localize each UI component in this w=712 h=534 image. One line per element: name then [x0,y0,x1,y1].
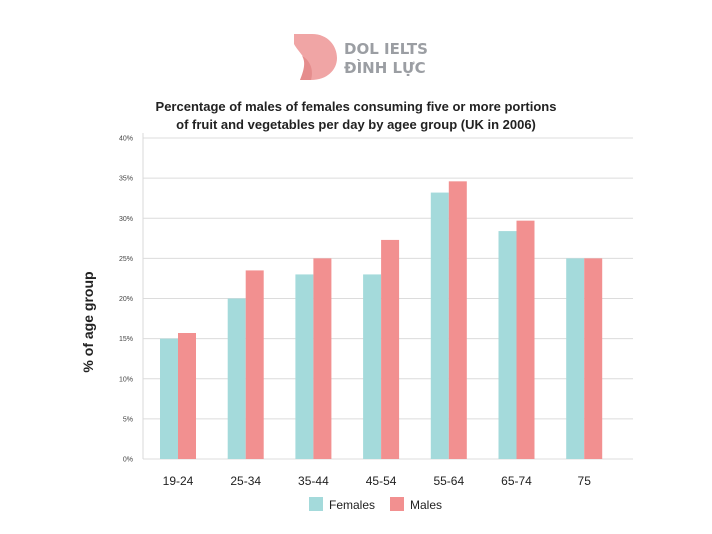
y-tick-label: 0% [123,457,133,464]
legend-label-females: Females [329,498,375,512]
x-axis-categories: 19-24 25-34 35-44 45-54 55-64 65-74 75 [163,474,592,488]
bar-females-75 [566,258,585,459]
legend-swatch-females [309,497,323,511]
x-category-label: 55-64 [433,474,464,488]
bar-females-65-74 [498,231,517,459]
bar-males-35-44 [313,258,332,459]
legend: Females Males [309,497,442,512]
brand-line2: ĐÌNH LỰC [344,58,426,77]
bar-females-45-54 [363,274,382,459]
bar-males-45-54 [381,239,400,459]
bar-females-25-34 [227,298,246,459]
bars [160,181,603,459]
bar-males-75 [584,258,603,459]
bar-females-55-64 [430,192,449,459]
x-category-label: 25-34 [230,474,261,488]
x-category-label: 65-74 [501,474,532,488]
y-tick-label: 25% [119,256,133,263]
y-tick-label: 35% [119,176,133,183]
y-tick-label: 15% [119,336,133,343]
chart-title-line2: of fruit and vegetables per day by agee … [176,117,536,132]
y-axis-ticks: 0% 5% 10% 15% 20% 25% 30% 35% 40% [119,136,133,464]
legend-swatch-males [390,497,404,511]
y-tick-label: 20% [119,296,133,303]
y-tick-label: 30% [119,216,133,223]
bar-females-35-44 [295,274,314,459]
bar-females-19-24 [160,338,178,459]
x-category-label: 75 [578,474,592,488]
y-axis-label: % of age group [80,271,96,372]
y-tick-label: 40% [119,136,133,143]
y-tick-label: 10% [119,376,133,383]
y-tick-label: 5% [123,416,133,423]
bar-males-25-34 [245,270,264,459]
brand-line1: DOL IELTS [344,40,428,58]
x-category-label: 19-24 [163,474,194,488]
bar-males-19-24 [178,333,196,459]
bar-males-65-74 [516,220,535,459]
x-category-label: 35-44 [298,474,329,488]
bar-males-55-64 [448,181,467,459]
chart-title-line1: Percentage of males of females consuming… [156,99,557,114]
x-category-label: 45-54 [366,474,397,488]
brand-logo: DOL IELTS ĐÌNH LỰC [294,34,428,80]
legend-label-males: Males [410,498,442,512]
brand-logo-mark [294,34,337,80]
